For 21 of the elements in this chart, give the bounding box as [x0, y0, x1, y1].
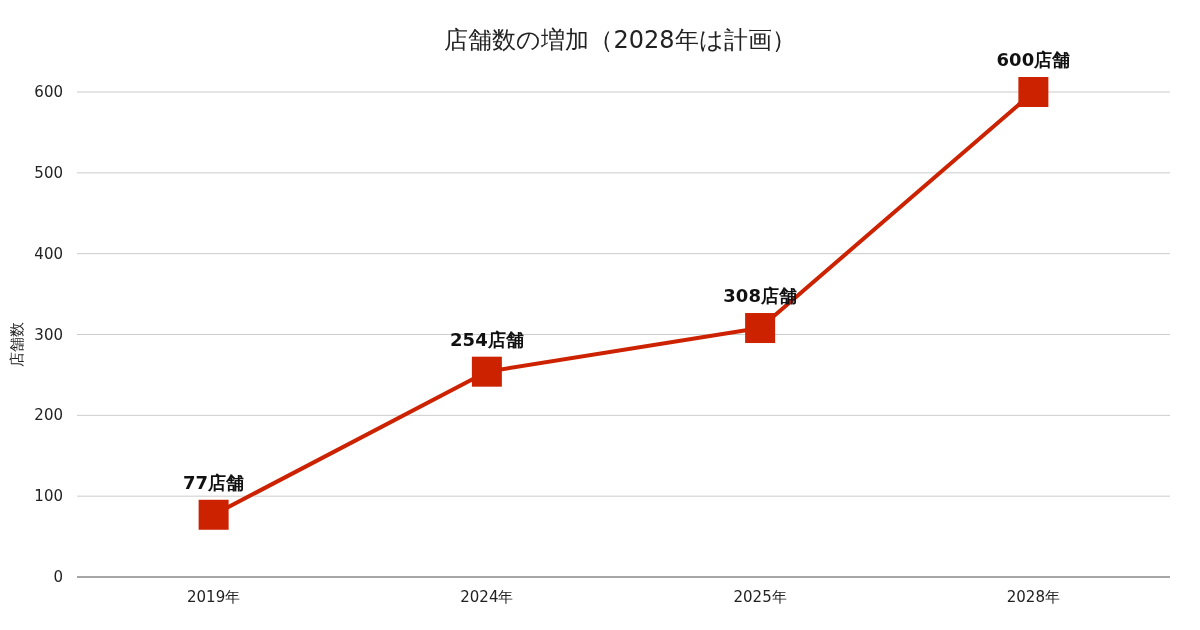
x-tick-label: 2028年: [1006, 588, 1060, 606]
chart-title: 店舗数の増加（2028年は計画）: [444, 26, 796, 54]
point: [471, 356, 502, 387]
y-axis-title: 店舗数: [8, 322, 26, 367]
y-tick-label: 0: [53, 568, 63, 586]
data-label: 600店舗: [996, 49, 1071, 70]
y-tick-label: 500: [34, 163, 63, 182]
x-tick-label: 2024年: [460, 588, 514, 606]
point: [198, 499, 229, 530]
point: [745, 313, 776, 344]
y-tick-label: 300: [34, 325, 63, 344]
data-label: 254店舗: [450, 328, 524, 350]
y-tick-label: 200: [34, 406, 63, 425]
point: [1018, 77, 1049, 107]
y-tick-label: 600: [34, 83, 63, 101]
x-tick-label: 2019年: [187, 588, 241, 606]
y-tick-label: 400: [34, 244, 63, 263]
data-label: 77店舗: [183, 471, 245, 493]
data-label: 308店舗: [723, 285, 797, 307]
x-tick-label: 2025年: [733, 588, 787, 606]
y-tick-label: 100: [34, 487, 63, 506]
